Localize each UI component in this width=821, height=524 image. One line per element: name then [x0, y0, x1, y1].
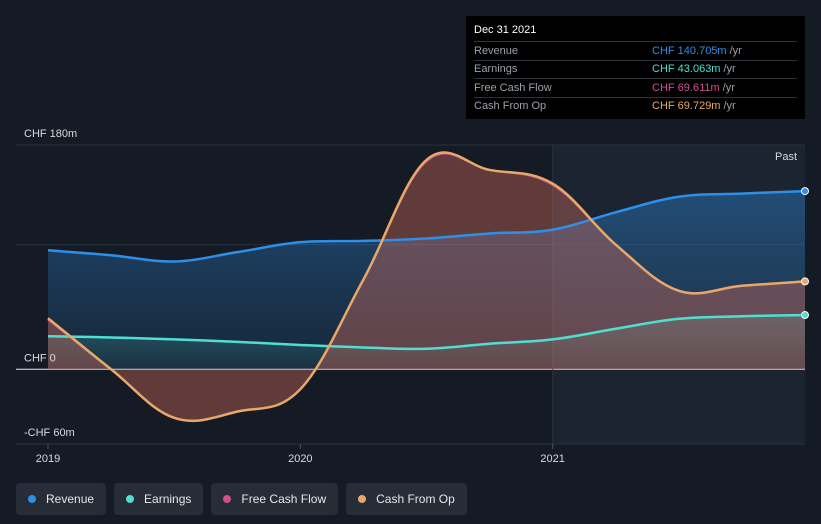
tooltip-value: CHF 69.611m — [652, 81, 720, 94]
earnings-endpoint — [801, 311, 809, 320]
cash-from-op-endpoint — [801, 277, 809, 286]
x-tick-label: 2021 — [540, 453, 564, 465]
tooltip-unit: /yr — [722, 81, 735, 94]
revenue-area — [48, 191, 805, 370]
legend-dot-icon — [358, 495, 367, 503]
x-tick-label: 2020 — [288, 453, 312, 465]
legend-item-cash-from-op[interactable]: Cash From Op — [346, 483, 467, 515]
tooltip-value: CHF 140.705m — [652, 44, 727, 57]
tooltip-row-earnings: Earnings CHF 43.063m/yr — [474, 59, 797, 79]
y-tick-label: CHF 0 — [24, 352, 56, 364]
tooltip-row-revenue: Revenue CHF 140.705m/yr — [474, 41, 797, 60]
legend-dot-icon — [28, 495, 36, 503]
tooltip-unit: /yr — [723, 100, 736, 113]
past-label: Past — [775, 151, 797, 163]
tooltip-unit: /yr — [723, 63, 736, 76]
legend: Revenue Earnings Free Cash Flow Cash From O… — [16, 483, 467, 515]
earnings-line — [47, 313, 806, 351]
legend-label: Free Cash Flow — [241, 492, 327, 506]
legend-item-free-cash-flow[interactable]: Free Cash Flow — [211, 483, 339, 515]
legend-label: Cash From Op — [376, 492, 455, 506]
tooltip-date: Dec 31 2021 — [474, 24, 537, 36]
cash-from-op-area — [48, 152, 805, 421]
x-tick-label: 2019 — [36, 453, 60, 465]
tooltip-unit: /yr — [729, 44, 742, 57]
tooltip-label: Cash From Op — [474, 100, 547, 113]
tooltip-label: Free Cash Flow — [474, 81, 552, 94]
tooltip-value: CHF 43.063m — [652, 63, 721, 76]
legend-label: Earnings — [144, 492, 192, 506]
tooltip-row-free-cash-flow: Free Cash Flow CHF 69.611m/yr — [474, 78, 797, 97]
tooltip-row-cash-from-op: Cash From Op CHF 69.729m/yr — [474, 96, 797, 116]
y-tick-label: CHF 180m — [24, 128, 77, 140]
revenue-endpoint — [801, 187, 809, 196]
value-tooltip: Dec 31 2021 Revenue CHF 140.705m/yr Earnin… — [466, 16, 805, 119]
legend-item-earnings[interactable]: Earnings — [114, 483, 204, 515]
earnings-area — [48, 315, 805, 370]
cash-from-op-line — [47, 151, 806, 423]
y-tick-label: -CHF 60m — [24, 427, 75, 439]
revenue-line — [47, 189, 806, 263]
tooltip-label: Revenue — [474, 44, 519, 57]
tooltip-value: CHF 69.729m — [652, 100, 721, 113]
tooltip-label: Earnings — [474, 63, 518, 76]
legend-label: Revenue — [46, 492, 95, 506]
legend-dot-icon — [223, 495, 232, 503]
legend-dot-icon — [126, 495, 135, 503]
chart: CHF 180m CHF 0 -CHF 60m 2019 2020 2021 Past — [16, 128, 809, 465]
legend-item-revenue[interactable]: Revenue — [16, 483, 107, 515]
